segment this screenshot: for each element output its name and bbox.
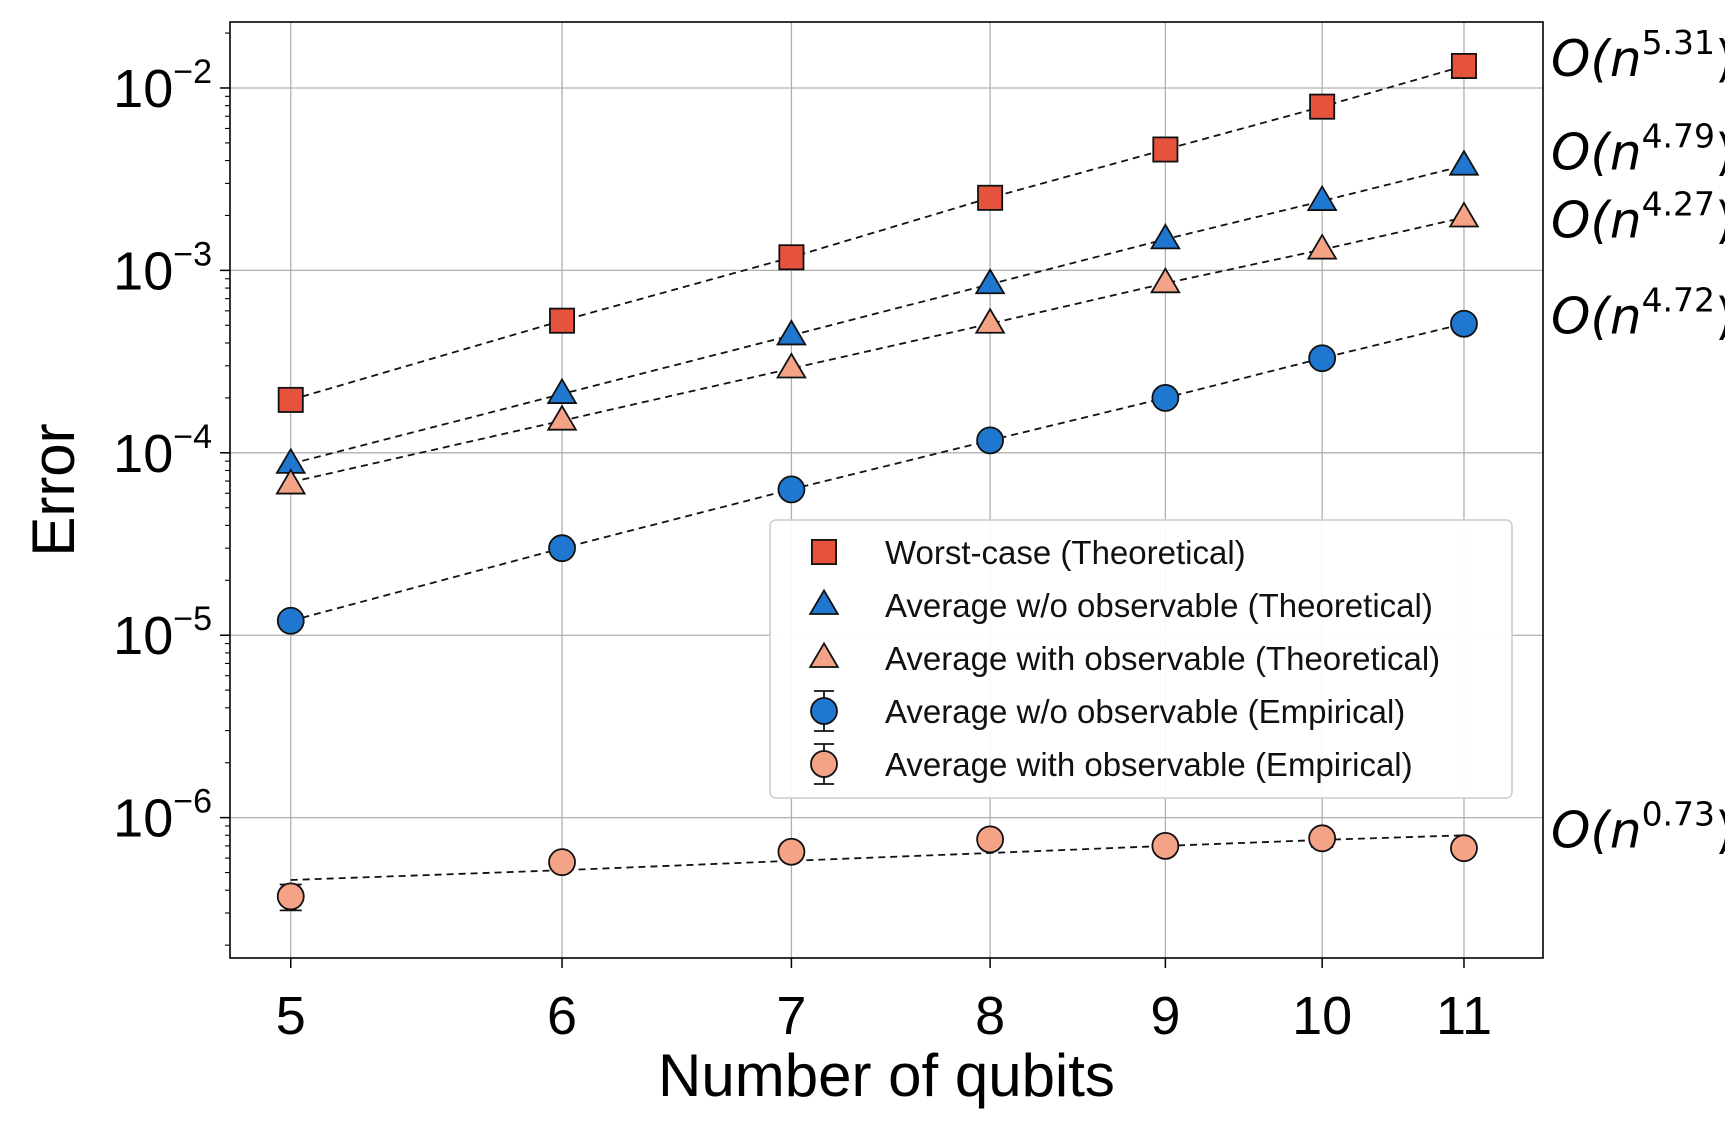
x-axis-label: Number of qubits — [658, 1042, 1115, 1109]
fit-line — [290, 164, 1465, 465]
y-tick-label: 10−6 — [113, 783, 212, 849]
square-marker — [778, 244, 805, 271]
legend-item: Average w/o observable (Empirical) — [810, 690, 1405, 732]
triangle-marker — [808, 588, 840, 615]
circle-marker — [810, 697, 838, 725]
circle-marker — [276, 606, 305, 635]
square-marker — [1152, 136, 1179, 163]
legend-label: Average w/o observable (Empirical) — [885, 693, 1405, 730]
triangle-marker — [1306, 184, 1338, 211]
y-tick-label: 10−4 — [113, 418, 212, 484]
square-marker — [811, 539, 837, 565]
series-group — [276, 824, 1478, 912]
circle-marker — [777, 475, 806, 504]
legend-label: Average with observable (Empirical) — [885, 746, 1413, 783]
circle-marker — [1308, 344, 1337, 373]
growth-rate-label: O(n5.31) — [1551, 23, 1725, 88]
axis-ticks: 5 6 7 8 9 10 11 10−6 10−5 10−4 10−3 10−2 — [113, 32, 1492, 1046]
growth-rate-label: O(n4.27) — [1551, 184, 1725, 249]
series-group — [275, 201, 1480, 495]
triangle-marker — [275, 468, 307, 495]
growth-rate-label: O(n4.72) — [1551, 281, 1725, 346]
data-markers — [275, 52, 1480, 912]
circle-marker — [1308, 824, 1337, 853]
x-tick-label: 7 — [776, 986, 806, 1046]
circle-marker — [548, 848, 576, 877]
triangle-marker — [776, 319, 807, 346]
circle-marker — [976, 825, 1005, 854]
x-tick-label: 9 — [1150, 986, 1180, 1046]
square-marker — [549, 307, 576, 334]
growth-annotations: O(n5.31) O(n4.79)O(n4.27) O(n4.72) O(n0.73) — [1551, 23, 1725, 859]
circle-marker — [1151, 831, 1180, 860]
x-tick-label: 5 — [276, 986, 306, 1046]
square-marker — [277, 386, 304, 413]
legend-item: Worst-case (Theoretical) — [811, 534, 1246, 571]
triangle-marker — [974, 307, 1006, 334]
triangle-marker — [546, 377, 578, 404]
legend-label: Worst-case (Theoretical) — [885, 534, 1246, 571]
series-group — [276, 309, 1478, 635]
grid — [230, 22, 1543, 958]
legend-label: Average w/o observable (Theoretical) — [885, 587, 1433, 624]
triangle-marker — [974, 267, 1006, 295]
y-tick-label: 10−2 — [113, 53, 212, 119]
growth-rate-label: O(n4.79) — [1551, 117, 1725, 182]
circle-marker — [810, 750, 838, 778]
growth-rate-label: O(n0.73) — [1551, 794, 1725, 859]
triangle-marker — [808, 641, 840, 668]
series-group — [277, 52, 1477, 413]
triangle-marker — [1448, 201, 1480, 228]
legend-label: Average with observable (Theoretical) — [885, 640, 1440, 677]
triangle-marker — [1306, 233, 1338, 260]
x-tick-label: 6 — [547, 986, 577, 1046]
y-tick-label: 10−3 — [113, 235, 212, 301]
fit-line — [290, 216, 1465, 484]
x-tick-label: 8 — [975, 986, 1005, 1046]
triangle-marker — [546, 404, 578, 431]
triangle-marker — [1448, 149, 1480, 176]
y-tick-label: 10−5 — [113, 600, 212, 666]
circle-marker — [777, 837, 806, 866]
legend-box — [769, 519, 1513, 799]
legend-item: Average w/o observable (Theoretical) — [808, 587, 1433, 624]
fit-line — [290, 834, 1465, 881]
legend-item: Average with observable (Empirical) — [810, 743, 1413, 785]
y-axis-label: Error — [20, 423, 87, 556]
x-tick-label: 11 — [1436, 986, 1492, 1046]
circle-marker — [1450, 834, 1478, 863]
square-marker — [977, 184, 1004, 211]
triangle-marker — [1149, 222, 1181, 250]
series-group — [275, 149, 1480, 474]
circle-marker — [1450, 309, 1478, 338]
circle-marker — [548, 534, 576, 563]
circle-marker — [1151, 383, 1180, 412]
plot-frame — [229, 21, 1544, 959]
circle-marker — [976, 426, 1005, 455]
triangle-marker — [776, 352, 807, 379]
legend-item: Average with observable (Theoretical) — [808, 640, 1440, 677]
legend: Worst-case (Theoretical) Average w/o obse… — [769, 519, 1513, 799]
x-tick-label: 10 — [1292, 986, 1352, 1046]
square-marker — [1450, 52, 1477, 79]
square-marker — [1309, 93, 1336, 120]
triangle-marker — [1149, 266, 1181, 294]
circle-marker — [276, 882, 305, 911]
